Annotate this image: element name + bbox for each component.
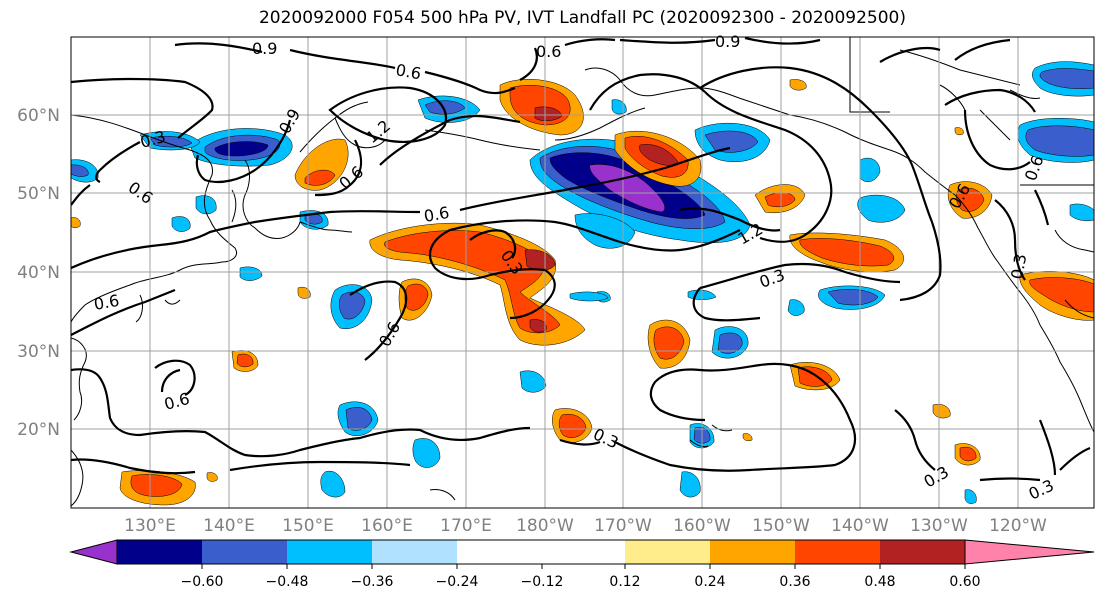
colorbar-segment [625, 540, 710, 564]
map-title: 2020092000 F054 500 hPa PV, IVT Landfall… [258, 8, 906, 28]
colorbar-segment [287, 540, 372, 564]
contour-label: 0.9 [252, 39, 277, 58]
lon-label: 140°E [203, 516, 255, 536]
contour-label: 0.6 [125, 178, 157, 208]
lat-label: 60°N [17, 106, 60, 126]
colorbar-segment [202, 540, 287, 564]
colorbar-tick-label: 0.48 [864, 574, 895, 590]
colorbar-segment [710, 540, 795, 564]
colorbar-tick-label: −0.36 [351, 574, 394, 590]
contour-label: 0.6 [162, 389, 192, 414]
colorbar: −0.60 −0.48 −0.36 −0.24 −0.12 0.12 0.24 … [69, 539, 1095, 590]
lat-label: 30°N [17, 342, 60, 362]
colorbar-tick-label: −0.12 [521, 574, 564, 590]
colorbar-segment [542, 540, 625, 564]
colorbar-extend-max [964, 539, 1095, 565]
lon-label: 120°W [989, 516, 1047, 536]
contour-label: 0.6 [536, 42, 561, 61]
colorbar-segment [880, 540, 965, 564]
coastlines [71, 37, 1094, 507]
colorbar-tick-label: −0.24 [436, 574, 479, 590]
contour-label: 1.2 [362, 116, 394, 147]
colorbar-frame [116, 539, 966, 565]
lat-label: 20°N [17, 420, 60, 440]
gridlines [71, 37, 1094, 508]
lon-label: 170°W [594, 516, 652, 536]
colorbar-extend-min [69, 539, 118, 565]
contour-label: 0.6 [92, 291, 120, 314]
colorbar-segment [795, 540, 880, 564]
colorbar-tick-label: 0.12 [609, 574, 640, 590]
map-frame [70, 36, 1095, 509]
contour-label: 0.3 [1007, 252, 1030, 280]
lon-label: 130°E [124, 516, 176, 536]
contour-label: 0.6 [422, 203, 450, 226]
colorbar-segment [457, 540, 542, 564]
lon-label: 130°W [910, 516, 968, 536]
lon-label: 160°E [361, 516, 413, 536]
longitude-labels: 130°E 140°E 150°E 160°E 170°E 180°W 170°… [124, 516, 1047, 536]
contour-label: 0.3 [921, 462, 953, 491]
colorbar-segment [372, 540, 457, 564]
ivt-contours [71, 37, 1091, 482]
contour-label: 0.3 [757, 265, 787, 292]
colorbar-tick-label: −0.48 [266, 574, 309, 590]
colorbar-tick-label: 0.36 [779, 574, 810, 590]
contour-label: 0.9 [715, 32, 740, 51]
lon-label: 140°W [831, 516, 889, 536]
lat-label: 50°N [17, 184, 60, 204]
colorbar-tick-label: 0.24 [694, 574, 725, 590]
lon-label: 170°E [440, 516, 492, 536]
latitude-labels: 60°N 50°N 40°N 30°N 20°N [17, 106, 60, 440]
colorbar-segment [117, 540, 202, 564]
lon-label: 180°W [516, 516, 574, 536]
lon-label: 160°W [673, 516, 731, 536]
lat-label: 40°N [17, 263, 60, 283]
colorbar-tick-label: −0.60 [181, 574, 224, 590]
contour-label: 0.6 [394, 60, 422, 83]
contour-label: 0.9 [275, 105, 304, 137]
lon-label: 150°E [282, 516, 334, 536]
pv-anomaly-shading [71, 61, 1094, 506]
lon-label: 150°W [752, 516, 810, 536]
colorbar-tick-label: 0.60 [949, 574, 980, 590]
